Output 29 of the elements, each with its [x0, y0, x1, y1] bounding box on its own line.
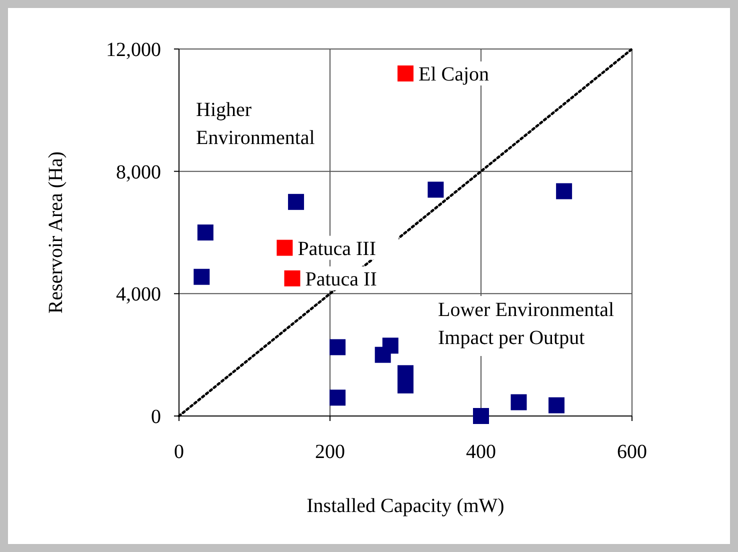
point [197, 224, 214, 240]
point [194, 268, 210, 285]
y-axis-title: Reservoir Area (Ha) [45, 151, 67, 314]
point [288, 194, 304, 210]
point [374, 346, 391, 363]
x-tick-label: 0 [174, 441, 184, 463]
annotation: Patuca III [298, 238, 376, 260]
point [548, 397, 564, 414]
point [398, 65, 414, 82]
x-axis-title: Installed Capacity (mW) [306, 495, 504, 517]
point [556, 183, 572, 200]
point [428, 182, 444, 198]
y-tick-label: 8,000 [116, 161, 161, 184]
point [510, 394, 527, 410]
annotation: Higher Environmental [196, 99, 316, 149]
point [284, 270, 300, 286]
point [330, 339, 346, 356]
x-tick-label: 200 [315, 441, 345, 463]
point [473, 408, 489, 424]
annotation: Patuca II [305, 268, 377, 290]
annotation: El Cajon [418, 63, 490, 86]
x-tick-label: 600 [617, 441, 647, 463]
point [276, 240, 293, 256]
y-tick-label: 0 [151, 406, 161, 428]
x-tick-label: 400 [466, 441, 496, 463]
y-tick-label: 12,000 [106, 39, 161, 61]
y-tick-label: 4,000 [116, 284, 161, 306]
annotation: Lower Environmental Impact per Output [438, 299, 614, 349]
point [330, 390, 346, 406]
